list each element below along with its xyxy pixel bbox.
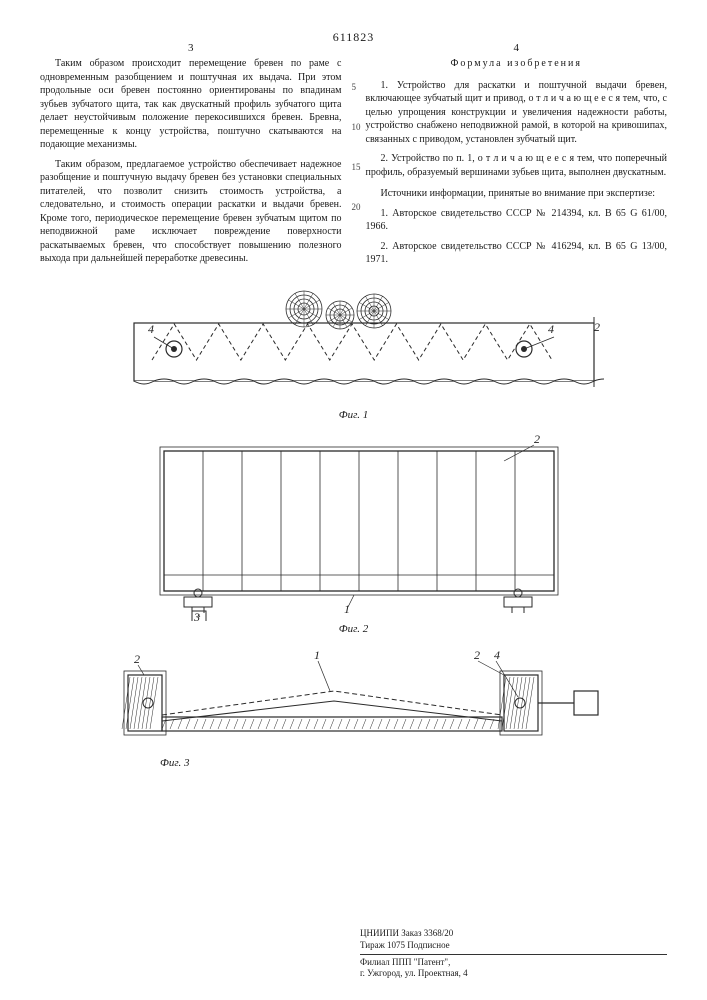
sources-title: Источники информации, принятые во вниман… (366, 187, 668, 201)
figure-2: 213 (104, 431, 604, 621)
column-left: 3 Таким образом происходит перемещение б… (40, 57, 342, 273)
figure-2-caption: Фиг. 2 (40, 623, 667, 635)
svg-text:2: 2 (134, 652, 140, 666)
footer-line: ЦНИИПИ Заказ 3368/20 (360, 928, 667, 940)
document-number: 611823 (40, 30, 667, 45)
source-ref: 1. Авторское свидетельство СССР № 214394… (366, 207, 668, 234)
text-columns: 3 Таким образом происходит перемещение б… (40, 57, 667, 273)
line-numbers: 5 10 15 20 (352, 57, 361, 214)
paragraph: Таким образом происходит перемещение бре… (40, 57, 342, 152)
line-number: 5 (352, 81, 361, 93)
svg-text:2: 2 (534, 432, 540, 446)
figures-block: 442 Фиг. 1 213 Фиг. 2 2124 Фиг. 3 (40, 287, 667, 769)
line-number: 20 (352, 201, 361, 213)
line-number: 15 (352, 161, 361, 173)
column-number-left: 3 (188, 41, 194, 56)
svg-text:2: 2 (474, 648, 480, 662)
claim: 1. Устройство для раскатки и поштучной в… (366, 79, 668, 147)
formula-title: Формула изобретения (366, 57, 668, 71)
footer-block: ЦНИИПИ Заказ 3368/20 Тираж 1075 Подписно… (360, 928, 667, 980)
paragraph: Таким образом, предлагаемое устройство о… (40, 158, 342, 266)
footer-line: г. Ужгород, ул. Проектная, 4 (360, 968, 667, 980)
svg-text:2: 2 (594, 320, 600, 334)
svg-text:4: 4 (148, 322, 154, 336)
figure-3-caption: Фиг. 3 (160, 757, 667, 769)
line-number: 10 (352, 121, 361, 133)
svg-text:1: 1 (314, 648, 320, 662)
footer-line: Тираж 1075 Подписное (360, 940, 667, 952)
column-number-right: 4 (514, 41, 520, 56)
figure-1: 4 4 2 (104, 287, 604, 407)
footer-divider (360, 954, 667, 955)
page: 611823 3 Таким образом происходит переме… (0, 0, 707, 1000)
column-right: 4 5101520 Формула изобретения 1. Устройс… (366, 57, 668, 273)
figure-3: 2124 (104, 645, 604, 755)
svg-text:4: 4 (548, 322, 554, 336)
figure-1-caption: Фиг. 1 (40, 409, 667, 421)
footer-line: Филиал ППП "Патент", (360, 957, 667, 969)
svg-text:4: 4 (494, 648, 500, 662)
claim: 2. Устройство по п. 1, о т л и ч а ю щ е… (366, 152, 668, 179)
source-ref: 2. Авторское свидетельство СССР № 416294… (366, 240, 668, 267)
